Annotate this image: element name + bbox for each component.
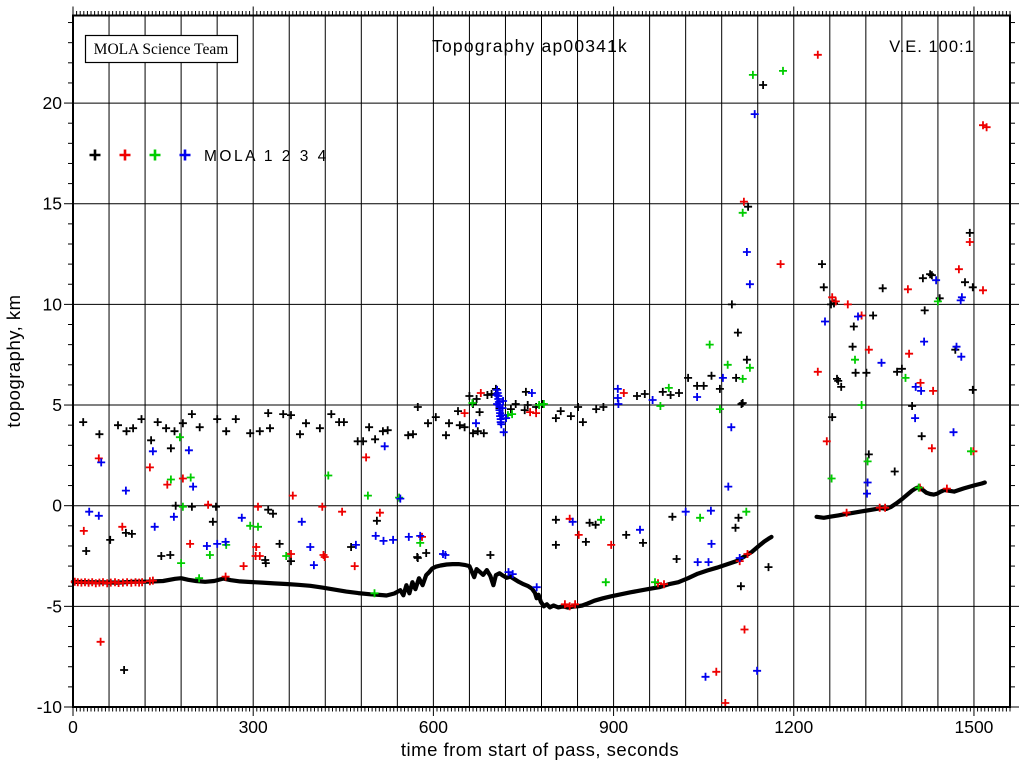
ground-track [70, 480, 987, 610]
ground-track-segment [814, 480, 987, 520]
credit-box: MOLA Science Team [84, 34, 239, 64]
legend-marker-1 [89, 149, 101, 161]
scatter-points [166, 66, 975, 598]
y-axis-title: topography, km [3, 294, 24, 427]
legend-marker-3 [149, 149, 161, 161]
series-mola-1 [79, 81, 977, 674]
legend: MOLA 1 2 3 4 [89, 148, 329, 165]
x-tick-label: 300 [239, 717, 268, 737]
y-tick-label: 10 [43, 294, 63, 314]
scatter-points [70, 50, 991, 707]
legend-plus-markers [89, 149, 191, 161]
legend-marker-2 [119, 149, 131, 161]
y-tick-label: 0 [52, 496, 62, 516]
ground-track-segment [70, 534, 774, 610]
vertical-exaggeration-label: V.E. 100:1 [889, 38, 975, 56]
y-tick-label: 20 [43, 93, 63, 113]
chart-title: Topography ap00341k [432, 36, 628, 56]
scatter-points [79, 81, 977, 674]
legend-marker-4 [179, 149, 191, 161]
data-points-layer [70, 50, 991, 707]
series-mola-2 [70, 50, 991, 707]
x-tick-label: 1200 [774, 717, 813, 737]
x-tick-label: 0 [68, 717, 78, 737]
legend-label: MOLA 1 2 3 4 [204, 148, 329, 165]
y-tick-label: -5 [46, 596, 62, 616]
scatter-points [85, 110, 966, 681]
series-mola-3 [166, 66, 975, 598]
x-tick-label: 900 [599, 717, 628, 737]
series-mola-4 [85, 110, 966, 681]
gridlines [73, 15, 1010, 707]
y-tick-label: 15 [43, 194, 62, 214]
tick-labels: 0 300 600 900 1200 1500 -10 -5 0 5 10 15 20 [37, 93, 994, 737]
x-tick-label: 600 [419, 717, 448, 737]
plot-frame [72, 14, 1011, 708]
x-axis-title: time from start of pass, seconds [401, 739, 679, 760]
x-tick-label: 1500 [954, 717, 993, 737]
y-tick-label: 5 [52, 395, 62, 415]
credit-text: MOLA Science Team [94, 41, 229, 58]
credit-box-border [84, 34, 239, 64]
y-tick-label: -10 [37, 697, 63, 717]
